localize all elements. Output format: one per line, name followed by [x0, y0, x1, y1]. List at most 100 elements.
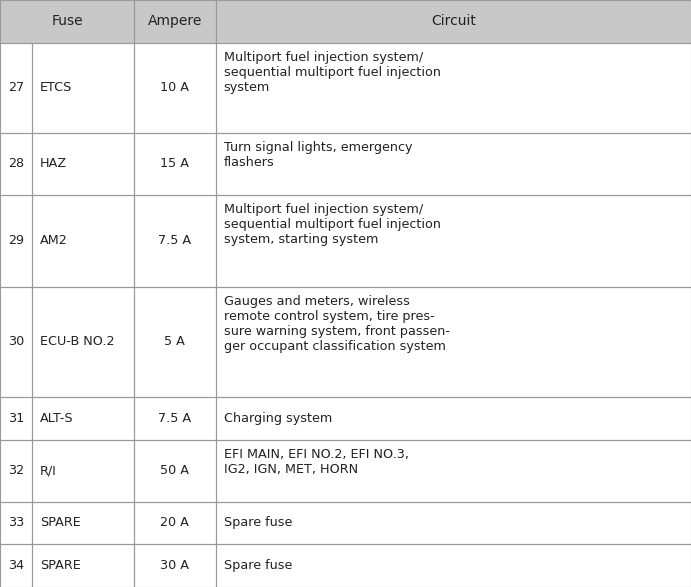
Text: 31: 31 [8, 412, 24, 425]
Text: 30: 30 [8, 335, 24, 348]
Bar [0, 0, 134, 43]
Text: SPARE: SPARE [40, 517, 81, 529]
Bar [0, 501, 32, 544]
Bar [0, 133, 32, 194]
Bar [0, 544, 32, 587]
Bar [32, 194, 134, 287]
Bar [134, 440, 216, 501]
Bar [0, 133, 32, 194]
Bar [216, 287, 691, 397]
Bar [216, 544, 691, 587]
Text: 7.5 A: 7.5 A [158, 234, 191, 247]
Text: 29: 29 [8, 234, 24, 247]
Bar [32, 194, 134, 287]
Bar [134, 501, 216, 544]
Text: 28: 28 [8, 157, 24, 170]
Text: Charging system: Charging system [224, 412, 332, 425]
Text: AM2: AM2 [40, 234, 68, 247]
Text: Circuit: Circuit [431, 14, 475, 28]
Bar [0, 194, 32, 287]
Bar [216, 194, 691, 287]
Bar [216, 501, 691, 544]
Bar [32, 397, 134, 440]
Bar [0, 501, 32, 544]
Bar [134, 133, 216, 194]
Bar [216, 0, 691, 43]
Bar [32, 501, 134, 544]
Bar [134, 194, 216, 287]
Bar [216, 0, 691, 43]
Bar [0, 194, 32, 287]
Text: Fuse: Fuse [51, 14, 83, 28]
Text: SPARE: SPARE [40, 559, 81, 572]
Text: ECU-B NO.2: ECU-B NO.2 [40, 335, 114, 348]
Text: Spare fuse: Spare fuse [224, 517, 292, 529]
Text: 30 A: 30 A [160, 559, 189, 572]
Bar [0, 43, 32, 133]
Bar [0, 440, 32, 501]
Bar [0, 397, 32, 440]
Text: HAZ: HAZ [40, 157, 67, 170]
Bar [32, 287, 134, 397]
Bar [134, 0, 216, 43]
Bar [216, 194, 691, 287]
Bar [32, 43, 134, 133]
Bar [0, 43, 32, 133]
Bar [216, 397, 691, 440]
Text: Gauges and meters, wireless
remote control system, tire pres-
sure warning syste: Gauges and meters, wireless remote contr… [224, 295, 450, 353]
Text: 7.5 A: 7.5 A [158, 412, 191, 425]
Bar [134, 43, 216, 133]
Bar [134, 43, 216, 133]
Text: 15 A: 15 A [160, 157, 189, 170]
Text: Spare fuse: Spare fuse [224, 559, 292, 572]
Bar [0, 0, 134, 43]
Text: 10 A: 10 A [160, 81, 189, 94]
Bar [134, 501, 216, 544]
Bar [134, 544, 216, 587]
Bar [32, 397, 134, 440]
Bar [216, 440, 691, 501]
Bar [216, 133, 691, 194]
Text: ALT-S: ALT-S [40, 412, 73, 425]
Text: 32: 32 [8, 464, 24, 477]
Bar [216, 43, 691, 133]
Bar [0, 397, 32, 440]
Bar [134, 397, 216, 440]
Text: 50 A: 50 A [160, 464, 189, 477]
Text: Ampere: Ampere [148, 14, 202, 28]
Bar [134, 544, 216, 587]
Bar [32, 440, 134, 501]
Bar [32, 133, 134, 194]
Text: Multiport fuel injection system/
sequential multiport fuel injection
system, sta: Multiport fuel injection system/ sequent… [224, 203, 441, 245]
Bar [0, 287, 32, 397]
Bar [32, 544, 134, 587]
Bar [216, 43, 691, 133]
Bar [32, 43, 134, 133]
Bar [216, 287, 691, 397]
Text: 20 A: 20 A [160, 517, 189, 529]
Text: EFI MAIN, EFI NO.2, EFI NO.3,
IG2, IGN, MET, HORN: EFI MAIN, EFI NO.2, EFI NO.3, IG2, IGN, … [224, 448, 408, 475]
Bar [0, 440, 32, 501]
Bar [32, 544, 134, 587]
Bar [216, 397, 691, 440]
Text: 33: 33 [8, 517, 24, 529]
Text: 5 A: 5 A [164, 335, 185, 348]
Bar [32, 440, 134, 501]
Bar [134, 133, 216, 194]
Bar [216, 501, 691, 544]
Bar [134, 397, 216, 440]
Bar [32, 133, 134, 194]
Bar [0, 544, 32, 587]
Text: Turn signal lights, emergency
flashers: Turn signal lights, emergency flashers [224, 141, 412, 168]
Bar [0, 287, 32, 397]
Text: 34: 34 [8, 559, 24, 572]
Bar [134, 287, 216, 397]
Bar [134, 0, 216, 43]
Bar [216, 133, 691, 194]
Text: ETCS: ETCS [40, 81, 72, 94]
Bar [216, 440, 691, 501]
Bar [134, 440, 216, 501]
Bar [134, 287, 216, 397]
Text: Multiport fuel injection system/
sequential multiport fuel injection
system: Multiport fuel injection system/ sequent… [224, 50, 441, 94]
Bar [32, 501, 134, 544]
